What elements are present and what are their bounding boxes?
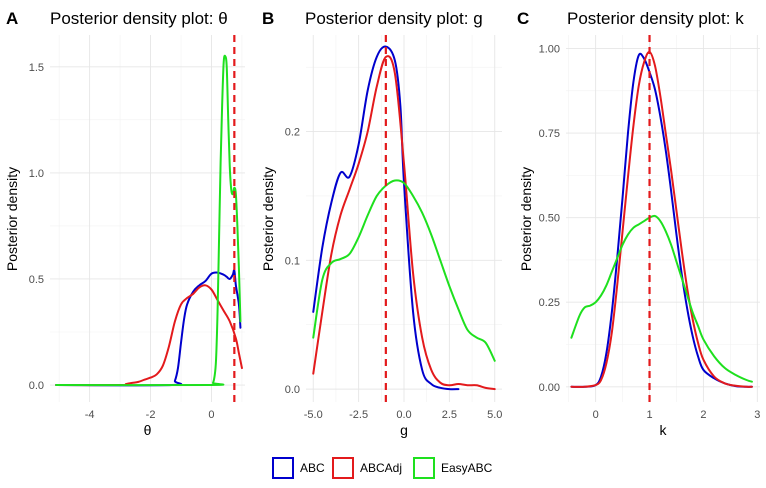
panel-a-letter: A xyxy=(6,9,18,28)
y-tick-label: 0.1 xyxy=(285,255,300,267)
panel-b: B Posterior density plot: g -5.0 -2.5 0.0 2… xyxy=(260,9,502,438)
legend: ABC ABCAdj EasyABC xyxy=(272,457,493,479)
y-tick-label: 0.00 xyxy=(539,382,560,394)
legend-label-abc: ABC xyxy=(300,461,325,475)
series-line-easyabc xyxy=(312,179,496,362)
y-tick-label: 0.25 xyxy=(539,297,560,309)
y-axis-label: Posterior density xyxy=(518,167,534,271)
y-axis-label: Posterior density xyxy=(260,167,276,271)
series-line-abc xyxy=(312,45,460,391)
series-line-abc xyxy=(570,52,753,388)
panel-c-letter: C xyxy=(517,9,529,28)
x-axis-label: θ xyxy=(144,422,152,438)
x-tick-label: -2.5 xyxy=(349,409,368,421)
x-tick-label: 0 xyxy=(208,409,214,421)
panel-c: C Posterior density plot: k 0 1 2 3 0.00 0.25… xyxy=(517,9,760,438)
x-tick-label: 2 xyxy=(700,409,706,421)
y-tick-label: 0.75 xyxy=(539,128,560,140)
legend-key-abcadj xyxy=(332,457,354,479)
panel-b-grid xyxy=(306,35,502,402)
x-tick-label: -4 xyxy=(85,409,95,421)
x-tick-label: 3 xyxy=(754,409,760,421)
y-tick-label: 0.2 xyxy=(285,127,300,139)
legend-label-easyabc: EasyABC xyxy=(441,461,493,475)
panel-b-letter: B xyxy=(262,9,274,28)
panel-c-title: Posterior density plot: k xyxy=(567,9,744,28)
y-tick-label: 0.0 xyxy=(285,384,300,396)
x-tick-label: 0 xyxy=(593,409,599,421)
y-tick-label: 1.00 xyxy=(539,44,560,56)
x-tick-label: 1 xyxy=(646,409,652,421)
x-tick-label: -5.0 xyxy=(304,409,323,421)
x-tick-label: 0.0 xyxy=(396,409,411,421)
panel-a-title: Posterior density plot: θ xyxy=(50,9,228,28)
legend-key-easyabc xyxy=(413,457,435,479)
panel-b-title: Posterior density plot: g xyxy=(305,9,483,28)
x-tick-label: -2 xyxy=(146,409,156,421)
panel-c-grid xyxy=(566,35,760,402)
x-axis-label: g xyxy=(400,422,408,438)
series-line-abcadj xyxy=(570,50,753,388)
series-line-easyabc xyxy=(570,214,753,383)
y-tick-label: 0.0 xyxy=(29,380,44,392)
x-tick-label: 5.0 xyxy=(487,409,502,421)
series-line-easyabc xyxy=(55,54,242,387)
x-axis-label: k xyxy=(660,422,668,438)
y-tick-label: 1.0 xyxy=(29,168,44,180)
y-tick-label: 0.50 xyxy=(539,213,560,225)
y-tick-label: 0.5 xyxy=(29,274,44,286)
series-line-abcadj xyxy=(55,284,243,387)
panel-a: A Posterior density plot: θ -4 -2 0 0.0 0.5 1… xyxy=(4,9,245,438)
x-tick-label: 2.5 xyxy=(442,409,457,421)
y-tick-label: 1.5 xyxy=(29,62,44,74)
y-axis-label: Posterior density xyxy=(4,167,20,271)
series-line-abc xyxy=(55,269,242,387)
series-line-abcadj xyxy=(312,55,496,391)
legend-label-abcadj: ABCAdj xyxy=(360,461,402,475)
legend-key-abc xyxy=(272,457,294,479)
